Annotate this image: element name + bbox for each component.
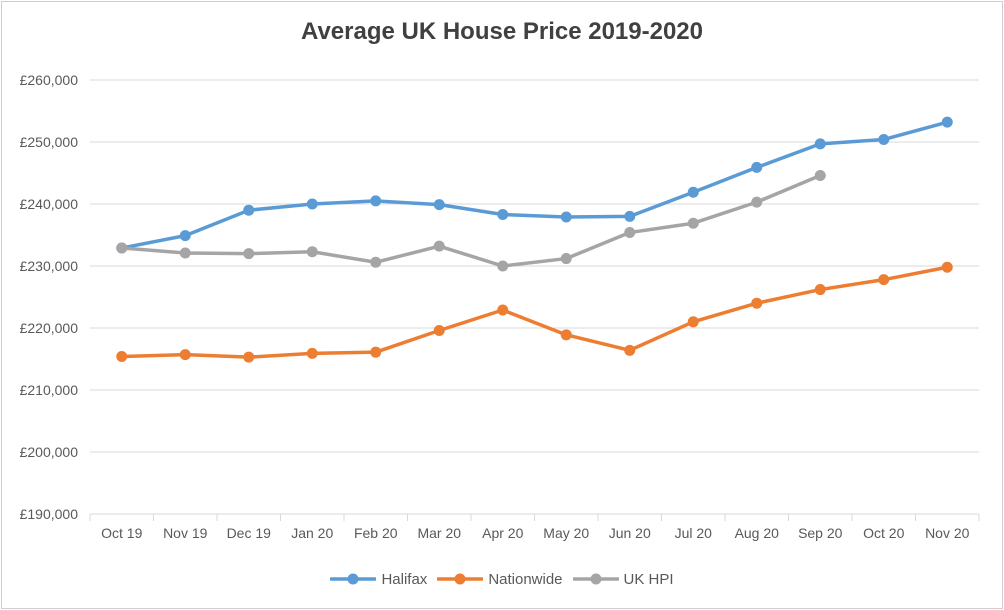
uk-hpi-marker <box>687 217 699 229</box>
y-axis-tick-label: £190,000 <box>20 506 79 522</box>
halifax-marker <box>433 199 445 211</box>
uk-hpi-marker <box>370 256 382 268</box>
x-axis-tick-label: Jul 20 <box>675 525 713 541</box>
halifax-marker <box>814 138 826 150</box>
nationwide-marker <box>878 274 890 286</box>
x-axis-tick-label: Feb 20 <box>354 525 398 541</box>
nationwide-marker <box>941 261 953 273</box>
halifax-marker <box>941 116 953 128</box>
x-axis-tick-label: Nov 19 <box>163 525 208 541</box>
x-axis-tick-label: Apr 20 <box>482 525 523 541</box>
nationwide-marker <box>751 297 763 309</box>
uk-hpi-marker <box>243 248 255 260</box>
x-axis-tick-label: Jan 20 <box>291 525 333 541</box>
y-axis-tick-label: £250,000 <box>20 134 79 150</box>
x-axis-tick-label: May 20 <box>543 525 589 541</box>
halifax-marker <box>306 198 318 210</box>
uk-hpi-marker <box>433 240 445 252</box>
y-axis-tick-label: £220,000 <box>20 320 79 336</box>
x-axis-tick-label: Oct 19 <box>101 525 142 541</box>
uk-hpi-marker <box>116 242 128 254</box>
x-axis-tick-label: Nov 20 <box>925 525 970 541</box>
legend-item-halifax: Halifax <box>330 571 427 588</box>
chart-legend: Halifax Nationwide UK HPI <box>0 566 1004 592</box>
halifax-marker <box>560 211 572 223</box>
halifax-marker <box>878 134 890 146</box>
legend-label-uk-hpi: UK HPI <box>623 570 674 588</box>
uk-hpi-marker <box>624 227 636 239</box>
nationwide-line <box>120 265 949 359</box>
nationwide-marker <box>243 351 255 363</box>
y-axis-tick-label: £240,000 <box>20 196 79 212</box>
x-axis-tick-label: Aug 20 <box>735 525 780 541</box>
nationwide-marker <box>116 351 128 363</box>
halifax-marker <box>497 209 509 221</box>
legend-item-uk-hpi: UK HPI <box>572 570 674 588</box>
nationwide-marker <box>560 329 572 341</box>
uk-hpi-line <box>120 173 822 268</box>
uk-hpi-marker <box>814 169 826 181</box>
halifax-marker <box>179 230 191 242</box>
legend-marker-nationwide <box>437 573 484 585</box>
uk-hpi-marker <box>306 246 318 258</box>
x-axis-tick-label: Sep 20 <box>798 525 843 541</box>
halifax-marker <box>243 204 255 216</box>
uk-hpi-marker <box>179 247 191 259</box>
halifax-marker <box>370 195 382 207</box>
nationwide-marker <box>306 347 318 359</box>
nationwide-marker <box>624 344 636 356</box>
nationwide-marker <box>179 349 191 361</box>
x-axis-tick-label: Oct 20 <box>863 525 904 541</box>
legend-label-nationwide: Nationwide <box>488 570 563 588</box>
halifax-marker <box>687 186 699 198</box>
uk-hpi-marker <box>560 253 572 265</box>
halifax-marker <box>624 210 636 222</box>
y-axis-tick-label: £200,000 <box>20 444 79 460</box>
x-axis-tick-label: Jun 20 <box>609 525 651 541</box>
y-axis-tick-label: £260,000 <box>20 72 79 88</box>
halifax-line <box>120 120 949 250</box>
x-axis-tick-label: Mar 20 <box>417 525 461 541</box>
nationwide-marker <box>497 304 509 316</box>
x-axis-tick-label: Dec 19 <box>227 525 272 541</box>
uk-hpi-marker <box>497 260 509 272</box>
halifax-marker <box>751 161 763 173</box>
chart-title: Average UK House Price 2019-2020 <box>301 18 703 45</box>
nationwide-marker <box>370 346 382 358</box>
y-axis-tick-label: £230,000 <box>20 258 79 274</box>
nationwide-marker <box>687 316 699 328</box>
legend-item-nationwide: Nationwide <box>437 570 563 588</box>
legend-marker-uk-hpi <box>572 573 619 585</box>
legend-label-halifax: Halifax <box>381 570 428 588</box>
uk-hpi-marker <box>751 196 763 208</box>
legend-marker-halifax <box>330 573 377 585</box>
nationwide-marker <box>433 324 445 336</box>
nationwide-marker <box>814 284 826 296</box>
y-axis-tick-label: £210,000 <box>20 382 79 398</box>
